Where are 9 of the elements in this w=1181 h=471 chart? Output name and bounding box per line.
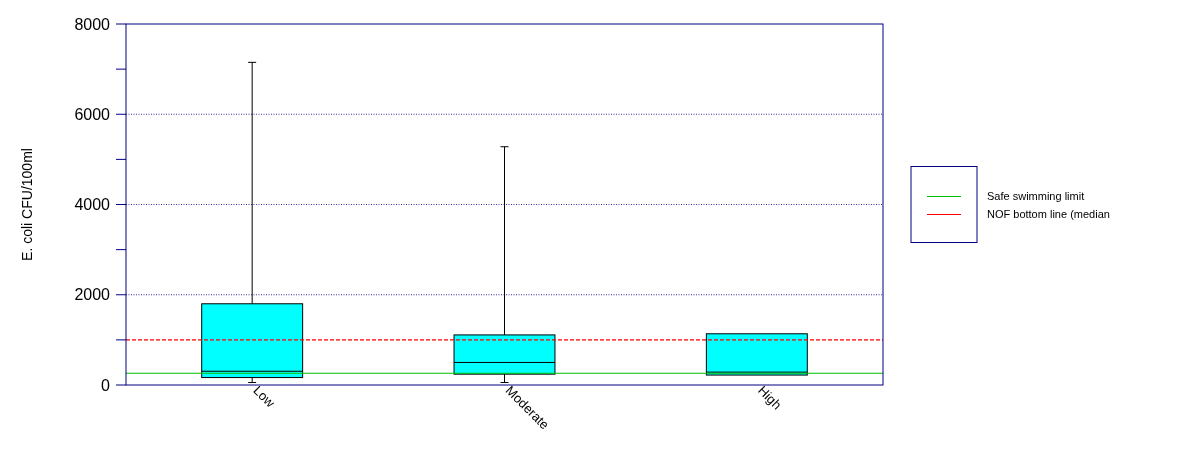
y-axis-title: E. coli CFU/100ml — [19, 148, 35, 261]
y-tick-label: 2000 — [74, 286, 111, 304]
x-tick-label: Low — [250, 382, 279, 411]
legend-label: NOF bottom line (median — [987, 208, 1110, 221]
legend-label: Safe swimming limit — [987, 190, 1085, 203]
y-tick-label: 8000 — [74, 15, 111, 33]
y-tick-label: 0 — [101, 376, 111, 394]
y-tick-label: 4000 — [74, 196, 111, 214]
y-tick-label: 6000 — [74, 105, 111, 123]
